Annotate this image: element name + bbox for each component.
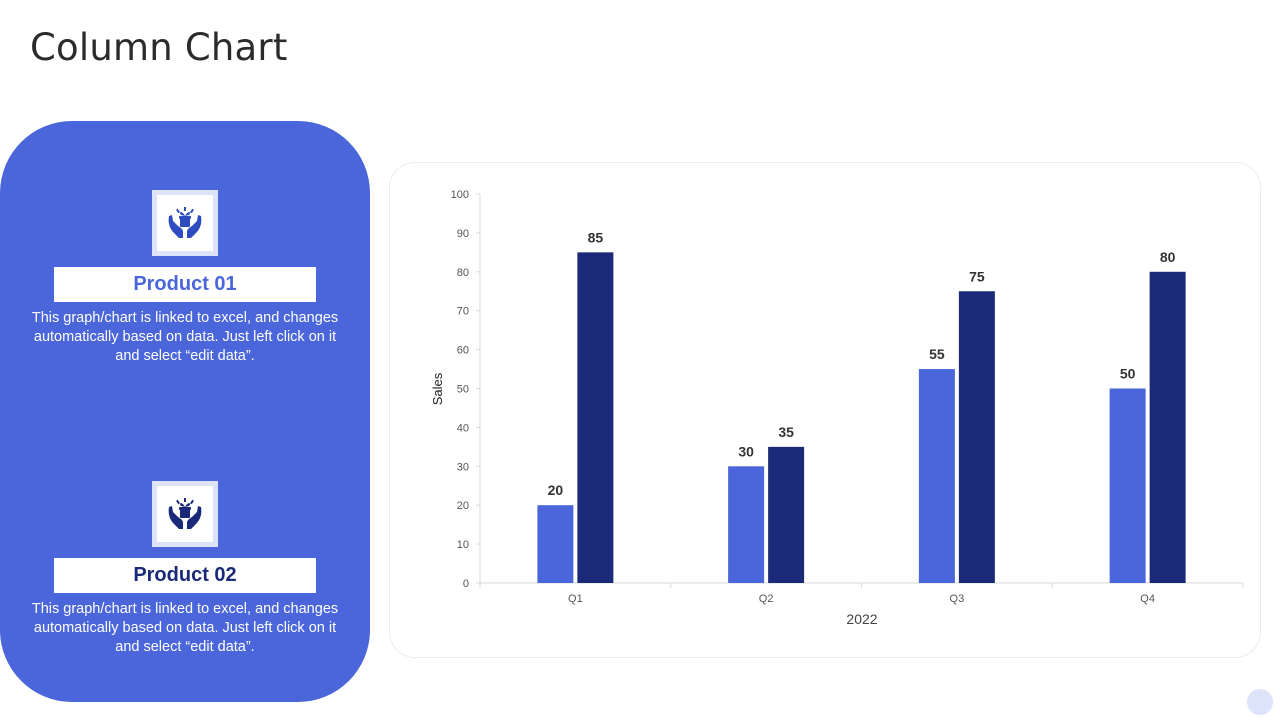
data-label: 75 [969, 268, 985, 284]
data-label: 55 [929, 346, 945, 362]
page-title: Column Chart [30, 26, 288, 69]
product-icon-frame [152, 190, 218, 256]
x-axis-ticks: Q1 Q2 Q3 Q4 [479, 583, 1244, 605]
x-tick-label: Q3 [950, 593, 965, 605]
y-tick-label: 40 [457, 422, 469, 434]
product-icon-frame [152, 481, 218, 547]
product-description: This graph/chart is linked to excel, and… [31, 601, 339, 655]
bar-q2-series-2[interactable] [768, 446, 805, 583]
y-tick-label: 0 [463, 578, 469, 590]
x-tick-label: Q2 [759, 593, 774, 605]
y-tick-label: 30 [457, 461, 469, 473]
x-tick-label: Q4 [1140, 593, 1155, 605]
x-axis-title: 2022 [846, 611, 877, 627]
data-label: 20 [548, 482, 564, 498]
product-description: This graph/chart is linked to excel, and… [31, 310, 339, 364]
data-label: 35 [778, 424, 794, 440]
decorative-dot [1247, 689, 1273, 715]
products-panel: Product 01 This graph/chart is linked to… [0, 121, 370, 702]
bar-series [537, 252, 1186, 584]
y-axis-ticks: 0 10 20 30 40 50 60 70 80 90 100 [451, 189, 480, 590]
bar-q3-series-1[interactable] [918, 369, 955, 583]
product-name: Product 02 [54, 558, 316, 593]
x-tick-label: Q1 [568, 593, 583, 605]
bar-q2-series-1[interactable] [728, 466, 765, 583]
data-label: 50 [1120, 366, 1136, 382]
hands-holding-gift-icon [168, 207, 202, 238]
bar-q1-series-2[interactable] [577, 252, 614, 583]
y-tick-label: 20 [457, 500, 469, 512]
column-chart[interactable]: 0 10 20 30 40 50 60 70 80 90 100 Q1 Q2 Q3 Q4 20 85 30 35… [390, 163, 1262, 659]
bar-q3-series-2[interactable] [958, 291, 995, 583]
y-tick-label: 60 [457, 345, 469, 357]
y-tick-label: 50 [457, 384, 469, 396]
bar-q4-series-2[interactable] [1149, 271, 1186, 583]
y-axis-title: Sales [430, 372, 445, 405]
data-labels: 20 85 30 35 55 75 50 80 [548, 229, 1176, 498]
y-tick-label: 100 [451, 189, 469, 201]
data-label: 30 [738, 443, 754, 459]
y-tick-label: 10 [457, 539, 469, 551]
data-label: 80 [1160, 249, 1176, 265]
bar-q1-series-1[interactable] [537, 505, 574, 583]
product-name: Product 01 [54, 267, 316, 302]
y-tick-label: 70 [457, 306, 469, 318]
hands-holding-gift-icon [168, 498, 202, 529]
data-label: 85 [588, 229, 604, 245]
bar-q4-series-1[interactable] [1109, 388, 1146, 584]
column-chart-card[interactable]: 0 10 20 30 40 50 60 70 80 90 100 Q1 Q2 Q3 Q4 20 85 30 35… [389, 162, 1261, 658]
y-tick-label: 90 [457, 228, 469, 240]
y-tick-label: 80 [457, 267, 469, 279]
